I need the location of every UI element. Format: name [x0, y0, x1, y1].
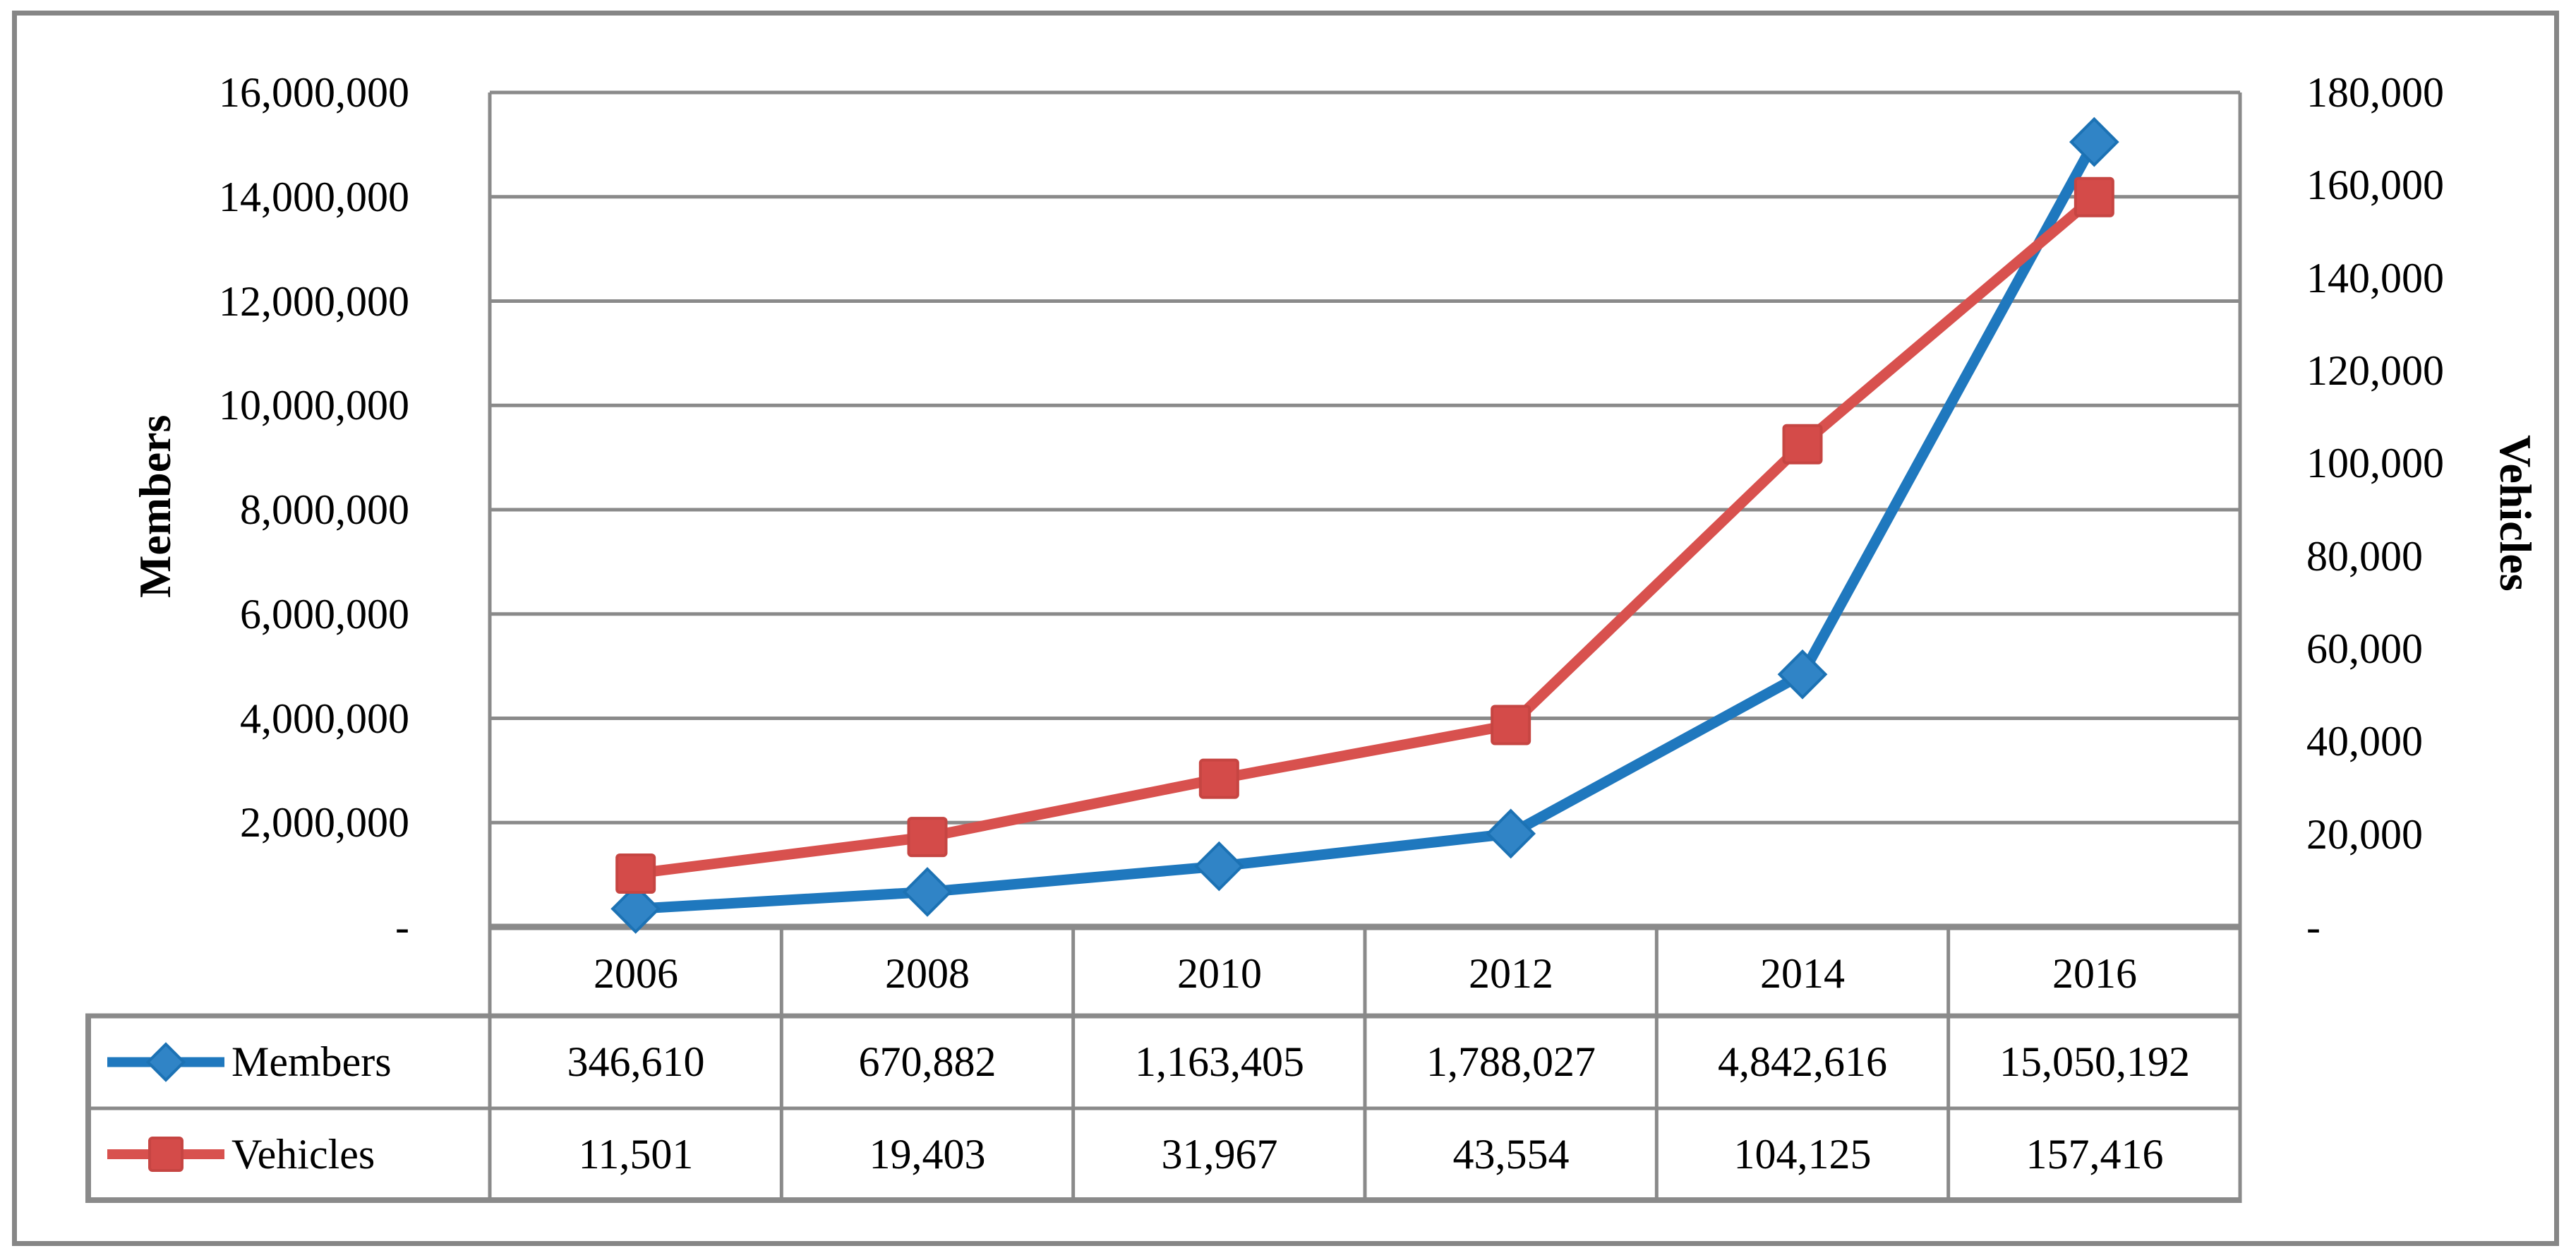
vehicles-series-line — [630, 191, 2100, 879]
right-axis-tick: 60,000 — [2306, 625, 2423, 672]
vehicles-marker-square — [907, 817, 948, 858]
members-marker-diamond — [610, 884, 661, 934]
x-tick-year: 2006 — [594, 950, 678, 997]
members-marker-diamond — [1193, 841, 1244, 892]
members-marker-diamond — [1486, 808, 1536, 859]
vehicles-marker-square — [615, 853, 656, 894]
table-cell-members: 346,610 — [567, 1038, 705, 1085]
legend-label-vehicles: Vehicles — [231, 1131, 375, 1178]
members-marker-diamond — [902, 867, 953, 917]
members-marker-diamond — [2069, 116, 2119, 167]
x-tick-year: 2014 — [1760, 950, 1845, 997]
left-axis-tick: 10,000,000 — [219, 382, 409, 429]
left-axis-tick: - — [395, 904, 409, 950]
legend-label-members: Members — [231, 1038, 392, 1085]
table-cell-vehicles: 31,967 — [1161, 1131, 1278, 1178]
table-cell-members: 670,882 — [858, 1038, 997, 1085]
right-axis-tick: 80,000 — [2306, 533, 2423, 580]
left-axis-tick: 12,000,000 — [219, 278, 409, 325]
right-axis-tick: 20,000 — [2306, 811, 2423, 858]
right-axis-tick: 100,000 — [2306, 440, 2444, 486]
x-tick-year: 2010 — [1177, 950, 1262, 997]
left-axis-tick: 16,000,000 — [219, 69, 409, 116]
vehicles-marker-square — [1782, 424, 1823, 465]
vehicles-marker-square — [2074, 176, 2114, 217]
table-cell-vehicles: 19,403 — [869, 1131, 986, 1178]
right-axis-title: Vehicles — [2491, 435, 2541, 592]
members-legend-marker-diamond — [145, 1042, 186, 1082]
table-cell-members: 4,842,616 — [1718, 1038, 1887, 1085]
members-series-line — [630, 136, 2100, 914]
left-axis-tick: 6,000,000 — [240, 591, 409, 637]
vehicles-legend-marker-square — [148, 1137, 183, 1172]
left-axis-tick: 14,000,000 — [219, 174, 409, 220]
table-cell-vehicles: 11,501 — [578, 1131, 694, 1178]
table-cell-vehicles: 157,416 — [2026, 1131, 2164, 1178]
members-marker-diamond — [1777, 649, 1828, 700]
left-axis-tick: 8,000,000 — [240, 486, 409, 533]
x-tick-year: 2008 — [885, 950, 970, 997]
x-tick-year: 2012 — [1469, 950, 1553, 997]
table-cell-vehicles: 43,554 — [1452, 1131, 1570, 1178]
left-axis-tick: 4,000,000 — [240, 695, 409, 742]
left-axis-tick: 2,000,000 — [240, 799, 409, 846]
vehicles-marker-square — [1198, 758, 1239, 799]
table-cell-vehicles: 104,125 — [1733, 1131, 1872, 1178]
right-axis-tick: 40,000 — [2306, 718, 2423, 765]
vehicles-marker-square — [1491, 705, 1531, 745]
right-axis-tick: 180,000 — [2306, 69, 2444, 116]
table-cell-members: 15,050,192 — [1999, 1038, 2190, 1085]
table-cell-members: 1,788,027 — [1426, 1038, 1596, 1085]
right-axis-tick: 160,000 — [2306, 162, 2444, 208]
table-cell-members: 1,163,405 — [1135, 1038, 1304, 1085]
right-axis-tick: 120,000 — [2306, 347, 2444, 394]
right-axis-tick: 140,000 — [2306, 255, 2444, 301]
left-axis-title: Members — [130, 414, 180, 598]
right-axis-tick: - — [2306, 904, 2321, 950]
x-tick-year: 2016 — [2052, 950, 2137, 997]
